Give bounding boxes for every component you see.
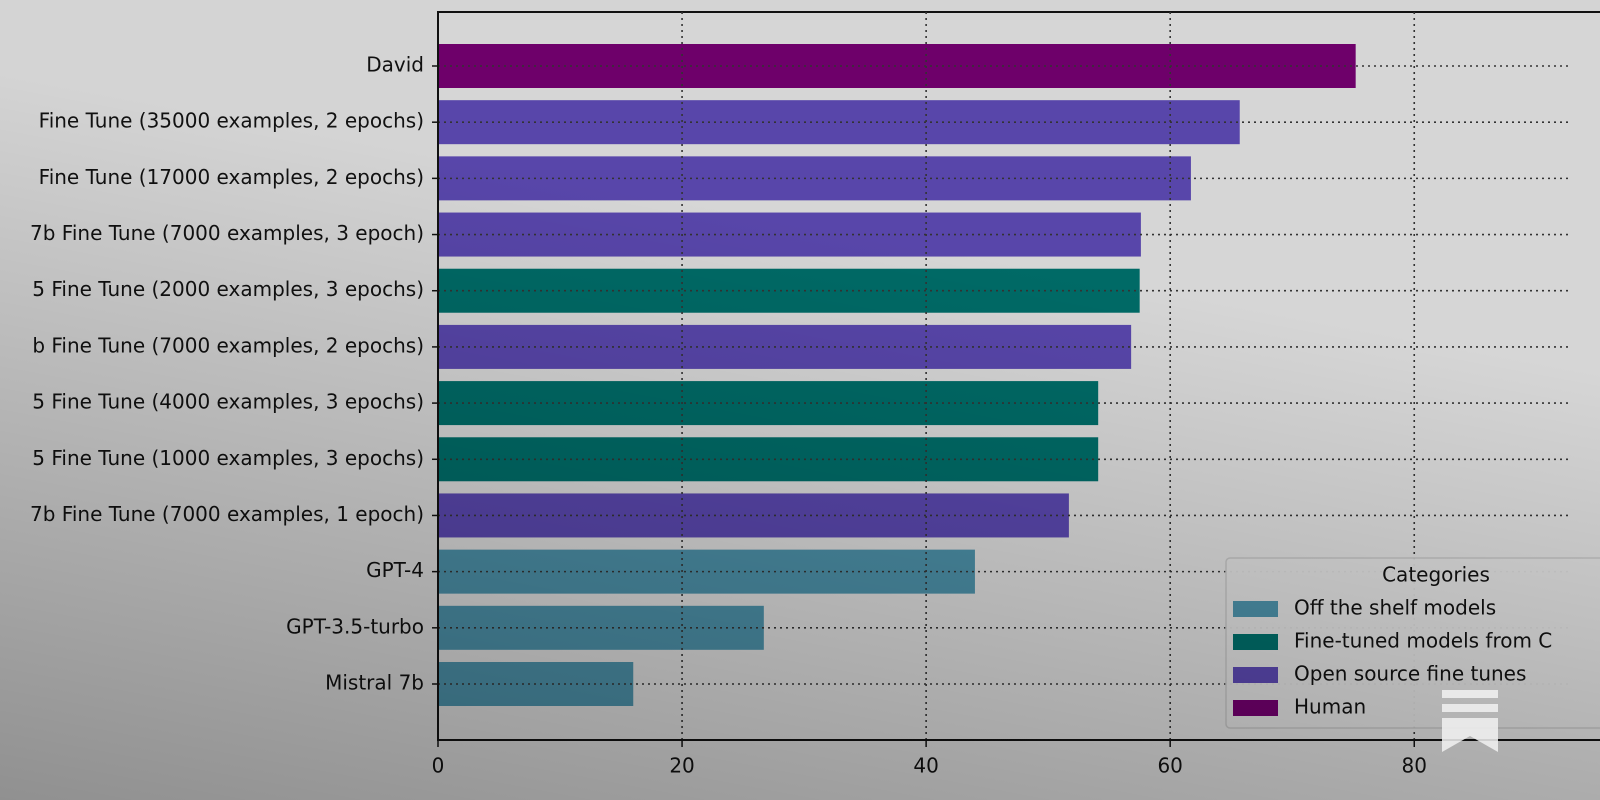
bar: [438, 156, 1191, 201]
legend-label: Fine-tuned models from C: [1294, 629, 1552, 653]
y-tick-label: Fine Tune (35000 examples, 2 epochs): [39, 109, 424, 133]
y-tick-label: Fine Tune (17000 examples, 2 epochs): [39, 165, 424, 189]
y-tick-label: GPT-4: [366, 558, 424, 582]
y-tick-label: 5 Fine Tune (1000 examples, 3 epochs): [32, 446, 424, 470]
legend-swatch: [1233, 634, 1278, 650]
legend-swatch: [1233, 667, 1278, 683]
y-tick-label: 7b Fine Tune (7000 examples, 1 epoch): [30, 502, 424, 526]
legend-title: Categories: [1382, 563, 1490, 587]
bar: [438, 493, 1069, 538]
x-tick-label: 20: [669, 754, 694, 778]
bar: [438, 212, 1141, 257]
y-tick-label: 7b Fine Tune (7000 examples, 3 epoch): [30, 221, 424, 245]
y-tick-label: David: [366, 53, 424, 77]
x-tick-label: 60: [1157, 754, 1182, 778]
legend-swatch: [1233, 700, 1278, 716]
y-tick-label: 5 Fine Tune (2000 examples, 3 epochs): [32, 277, 424, 301]
x-tick-label: 80: [1402, 754, 1427, 778]
y-tick-label: Mistral 7b: [325, 671, 424, 695]
legend-label: Off the shelf models: [1294, 596, 1496, 620]
legend-label: Open source fine tunes: [1294, 662, 1526, 686]
legend-label: Human: [1294, 695, 1366, 719]
y-tick-label: GPT-3.5-turbo: [286, 614, 424, 638]
bookmark-icon: [1442, 690, 1498, 752]
y-tick-label: 5 Fine Tune (4000 examples, 3 epochs): [32, 390, 424, 414]
legend-swatch: [1233, 601, 1278, 617]
bar: [438, 268, 1140, 313]
x-tick-label: 0: [432, 754, 445, 778]
y-tick-label: b Fine Tune (7000 examples, 2 epochs): [32, 333, 424, 357]
x-tick-label: 40: [913, 754, 938, 778]
